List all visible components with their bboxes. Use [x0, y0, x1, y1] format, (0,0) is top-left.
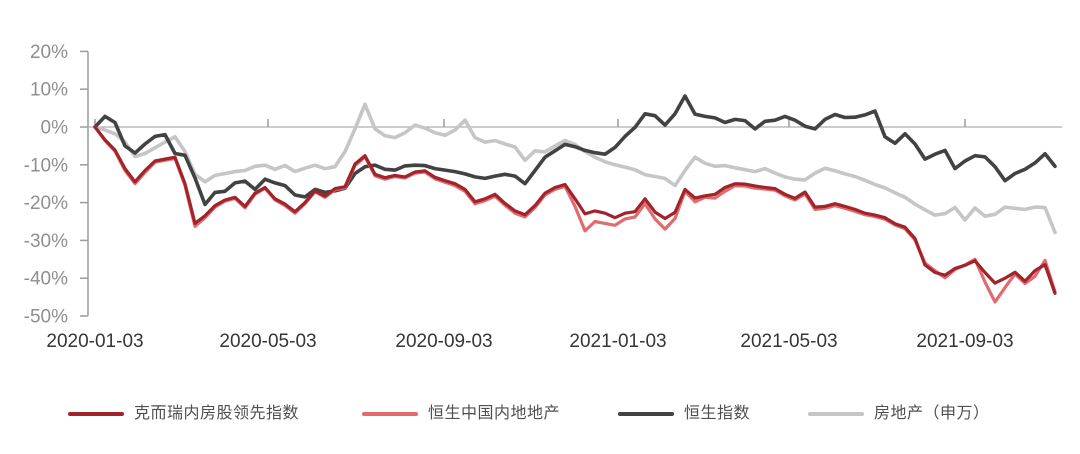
x-axis-label: 2021-05-03 — [740, 331, 837, 352]
legend-item-hs-mainland-property: 恒生中国内地地产 — [362, 401, 560, 427]
x-axis-label: 2021-09-03 — [916, 331, 1013, 352]
legend-swatch-light-gray-line — [808, 412, 864, 416]
legend-item-hang-seng-index: 恒生指数 — [618, 401, 750, 427]
x-axis-label: 2020-01-03 — [46, 331, 143, 352]
legend-label-hs-mainland-property: 恒生中国内地地产 — [428, 405, 561, 422]
legend-label-keri-index: 克而瑞内房股领先指数 — [134, 405, 300, 422]
x-axis-label: 2021-01-03 — [569, 331, 666, 352]
legend-label-sw-real-estate: 房地产（申万） — [874, 405, 990, 422]
x-axis-label: 2020-09-03 — [395, 331, 492, 352]
legend-swatch-pink-line — [362, 412, 418, 416]
legend-item-sw-real-estate: 房地产（申万） — [808, 401, 990, 427]
series-line-3 — [93, 102, 1057, 235]
y-axis-label: 20% — [30, 42, 68, 63]
y-axis-label: -10% — [24, 155, 68, 176]
y-axis-label: -20% — [24, 193, 68, 214]
y-axis-label: -50% — [24, 307, 68, 328]
series-line-1 — [93, 125, 1057, 304]
y-axis-label: 0% — [41, 118, 69, 139]
legend-swatch-dark-red-line — [68, 412, 124, 416]
x-axis-label: 2020-05-03 — [219, 331, 316, 352]
legend-swatch-dark-gray-line — [618, 412, 674, 416]
legend: 克而瑞内房股领先指数 恒生中国内地地产 恒生指数 房地产（申万） — [0, 401, 1080, 427]
y-axis-label: 10% — [30, 80, 68, 101]
series-line-0 — [93, 125, 1057, 295]
legend-item-keri-index: 克而瑞内房股领先指数 — [68, 401, 299, 427]
legend-label-hang-seng-index: 恒生指数 — [684, 405, 751, 422]
series-line-2 — [93, 94, 1057, 207]
y-axis-label: -40% — [24, 269, 68, 290]
y-axis-label: -30% — [24, 231, 68, 252]
